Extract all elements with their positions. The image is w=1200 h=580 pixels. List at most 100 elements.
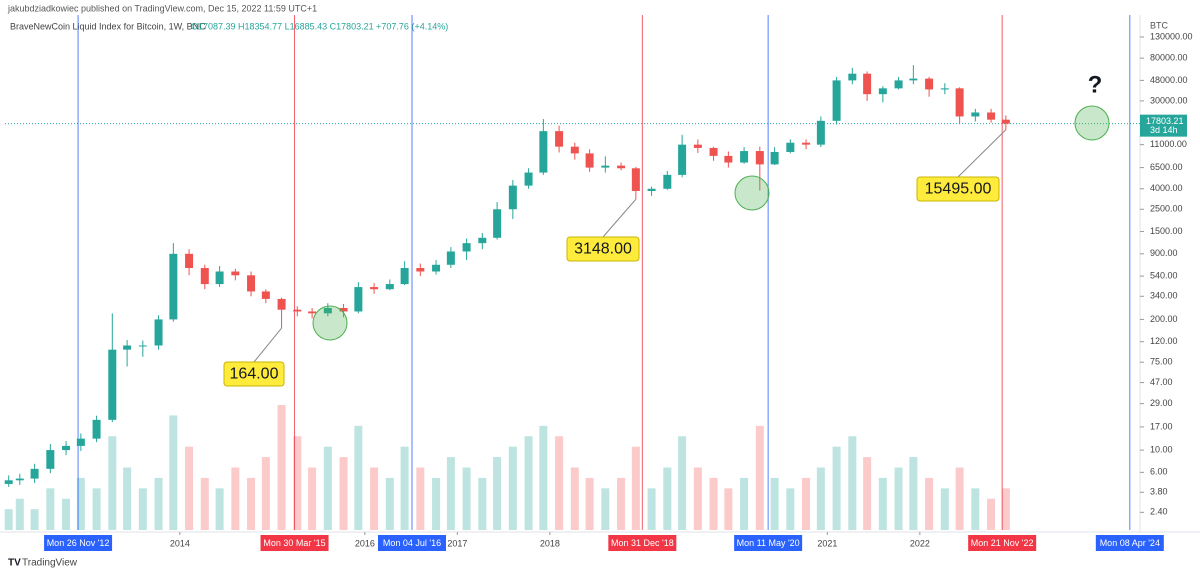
volume-bar (416, 467, 425, 530)
marker-label: Mon 26 Nov '12 (47, 538, 110, 548)
y-tick-label: 540.00 (1150, 270, 1178, 280)
volume-bar (231, 467, 240, 530)
candle-body (200, 268, 209, 285)
y-tick-label: 6.00 (1150, 467, 1168, 477)
marker-tag: Mon 08 Apr '24 (1095, 535, 1164, 551)
volume-bar (4, 509, 13, 530)
y-tick-label: 30000.00 (1150, 95, 1188, 105)
author-line: jakubdziadkowiec published on TradingVie… (7, 3, 317, 13)
x-tick-label: 2021 (817, 538, 837, 548)
candle-body (432, 264, 441, 272)
candle-body (185, 253, 194, 269)
volume-bar (786, 488, 795, 530)
volume-bar (909, 457, 918, 530)
y-tick-label: 17.00 (1150, 421, 1173, 431)
callout-pointer (253, 327, 282, 363)
volume-bar (508, 446, 517, 530)
candle-body (30, 468, 39, 479)
marker-tag-bg (734, 535, 803, 551)
candle-body (678, 144, 687, 175)
candle-body (293, 309, 302, 312)
candle-body (585, 153, 594, 168)
candle-body (539, 131, 548, 173)
candle-body (709, 147, 718, 156)
volume-bar (740, 477, 749, 530)
question-mark: ? (1088, 71, 1103, 98)
y-tick-label: 2.40 (1150, 507, 1168, 517)
volume-bar (15, 498, 24, 530)
volume-bar (617, 477, 626, 530)
volume-bar (524, 436, 533, 530)
marker-tag-bg (968, 535, 1037, 551)
marker-tag-bg (260, 535, 329, 551)
volume-bar (200, 477, 209, 530)
volume-bar (724, 488, 733, 530)
candle-body (339, 307, 348, 312)
candle-body (940, 88, 949, 90)
callout-label: 164.00 (230, 366, 279, 383)
x-tick-label: 2014 (170, 538, 190, 548)
y-tick-label: 1500.00 (1150, 226, 1183, 236)
y-tick-label: 6500.00 (1150, 162, 1183, 172)
x-tick-label: 2022 (910, 538, 930, 548)
y-tick-label: 75.00 (1150, 357, 1173, 367)
volume-bar (755, 425, 764, 530)
countdown: 3d 14h (1150, 125, 1178, 135)
volume-bar (46, 488, 55, 530)
callout-pointer (957, 129, 1007, 178)
marker-tag: Mon 30 Mar '15 (260, 535, 329, 551)
y-tick-label: 3.80 (1150, 487, 1168, 497)
y-tick-label: 10.00 (1150, 444, 1173, 454)
volume-bar (802, 477, 811, 530)
candle-body (385, 284, 394, 290)
y-tick-label: 130000.00 (1150, 31, 1193, 41)
candle-body (277, 298, 286, 310)
y-tick-label: 120.00 (1150, 336, 1178, 346)
volume-bar (816, 467, 825, 530)
marker-label: Mon 11 May '20 (737, 538, 800, 548)
volume-bar (987, 498, 996, 530)
callout-box (916, 176, 1000, 202)
candle-body (631, 168, 640, 192)
callout-label: 3148.00 (574, 241, 632, 258)
volume-bar (770, 477, 779, 530)
volume-bar (693, 467, 702, 530)
y-tick-label: 200.00 (1150, 314, 1178, 324)
candle-body (1001, 119, 1010, 124)
y-tick-label: 2500.00 (1150, 204, 1183, 214)
volume-bar (385, 477, 394, 530)
candle-body (400, 268, 409, 285)
callout-box (223, 361, 285, 387)
marker-tag-bg (44, 535, 113, 551)
volume-bar (30, 509, 39, 530)
marker-tag: Mon 31 Dec '18 (608, 535, 677, 551)
candle-body (863, 73, 872, 95)
candle-body (138, 345, 147, 347)
candle-body (555, 131, 564, 147)
volume-bar (493, 457, 502, 530)
candle-body (971, 112, 980, 117)
volume-bar (400, 446, 409, 530)
candle-body (894, 80, 903, 89)
volume-bar (709, 477, 718, 530)
volume-bar (663, 467, 672, 530)
volume-bar (555, 436, 564, 530)
candle-body (617, 165, 626, 169)
candle-body (740, 151, 749, 163)
volume-bar (215, 488, 224, 530)
highlight-circle (312, 305, 348, 341)
candle-body (123, 345, 132, 350)
candle-body (231, 271, 240, 276)
volume-bar (154, 477, 163, 530)
volume-bar (894, 467, 903, 530)
candle-body (92, 419, 101, 439)
callout-label: 15495.00 (925, 181, 992, 198)
volume-bar (462, 467, 471, 530)
volume-bar (647, 488, 656, 530)
volume-bar (478, 477, 487, 530)
marker-label: Mon 08 Apr '24 (1100, 538, 1160, 548)
volume-bar (601, 488, 610, 530)
candle-body (770, 151, 779, 165)
